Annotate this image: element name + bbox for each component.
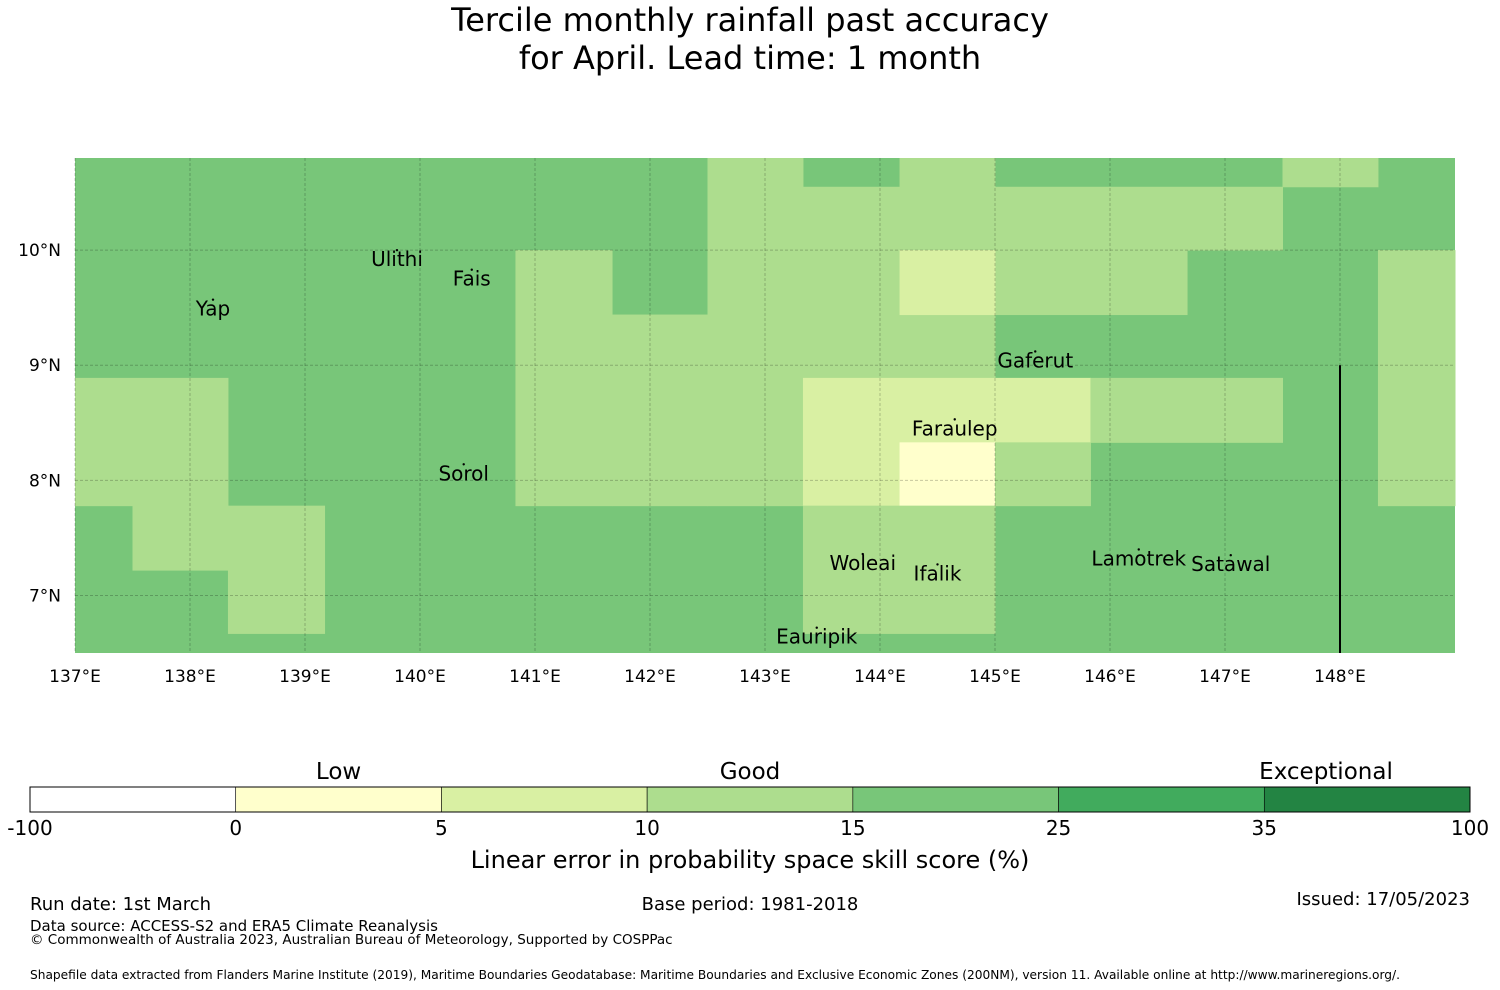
colorbar-tick-label: 0	[229, 816, 243, 840]
skill-cell	[612, 314, 708, 507]
island-marker	[1137, 548, 1140, 551]
skill-cell	[802, 186, 901, 251]
skill-cell	[995, 186, 1283, 251]
lon-tick-label: 137°E	[49, 667, 101, 687]
skill-cell	[227, 505, 326, 634]
lat-tick-label: 8°N	[29, 471, 61, 491]
island-marker	[936, 563, 939, 566]
lon-tick-label: 138°E	[164, 667, 216, 687]
island-label: Ulithi	[371, 247, 423, 271]
colorbar-band	[852, 786, 1059, 813]
skill-cell	[1377, 250, 1456, 507]
colorbar-band	[441, 786, 648, 813]
island-label: Fais	[453, 267, 491, 291]
island-label: Ifalik	[914, 561, 962, 585]
skill-cell	[1090, 377, 1283, 443]
skill-cell	[802, 442, 901, 507]
island-marker	[462, 463, 465, 466]
base-period: Base period: 1981-2018	[641, 894, 859, 915]
island-labels: Ulithi Fais Yap Gaferut Faraulep Sorol Woleai I…	[195, 247, 1271, 649]
colorbar-tick-label: 10	[634, 816, 660, 840]
colorbar	[29, 786, 1471, 813]
chart-title-line-1: Tercile monthly rainfall past accuracy	[451, 1, 1049, 39]
island-label: Yap	[195, 297, 230, 321]
skill-cell	[995, 250, 1188, 316]
skill-cell	[515, 250, 613, 507]
island-label: Lamotrek	[1091, 546, 1186, 570]
island-label: Eauripik	[776, 625, 858, 649]
skill-cell	[802, 377, 1091, 443]
lon-tick-label: 141°E	[509, 667, 561, 687]
colorbar-tick-label: -100	[7, 816, 53, 840]
island-marker	[861, 552, 864, 556]
colorbar-band	[1058, 786, 1265, 813]
map-area	[75, 158, 1456, 653]
colorbar-tick-label: 5	[435, 816, 448, 840]
colorbar-tick-label: 100	[1450, 816, 1490, 840]
colorbar-tick-label: 35	[1251, 816, 1278, 840]
colorbar-tick-label: 15	[840, 816, 866, 840]
lon-tick-label: 147°E	[1199, 667, 1251, 687]
island-label: Sorol	[438, 461, 489, 485]
island-marker	[1229, 554, 1232, 557]
island-label: Gaferut	[997, 348, 1073, 372]
issued-date: Issued: 17/05/2023	[1296, 889, 1470, 910]
colorbar-tick-label: 25	[1045, 816, 1072, 840]
colorbar-band	[29, 786, 237, 813]
island-marker	[211, 298, 215, 301]
lon-tick-label: 142°E	[624, 667, 676, 687]
shapefile-credit: Shapefile data extracted from Flanders M…	[30, 968, 1401, 982]
data-source: Data source: ACCESS-S2 and ERA5 Climate …	[30, 917, 438, 935]
copyright-notice: © Commonwealth of Australia 2023, Austra…	[30, 932, 673, 948]
colorbar-category-label: Low	[315, 759, 362, 785]
skill-cell	[802, 505, 996, 634]
skill-cell	[899, 250, 996, 316]
skill-cell	[1282, 158, 1379, 188]
map-axes: 137°E 138°E 139°E 140°E 141°E 142°E 143°E 144°E…	[18, 158, 1455, 687]
skill-cell	[995, 442, 1091, 507]
colorbar-category-label: Good	[719, 759, 781, 785]
lon-tick-label: 144°E	[854, 667, 906, 687]
lon-tick-label: 143°E	[739, 667, 791, 687]
lon-tick-label: 146°E	[1084, 667, 1136, 687]
island-marker	[953, 418, 956, 421]
lon-tick-label: 145°E	[969, 667, 1021, 687]
colorbar-axis-label: Linear error in probability space skill …	[470, 846, 1030, 874]
lat-tick-label: 7°N	[29, 586, 61, 606]
colorbar-category-label: Exceptional	[1259, 759, 1393, 785]
colorbar-band	[646, 786, 854, 813]
skill-cell	[707, 158, 804, 251]
run-date: Run date: 1st March	[30, 894, 212, 915]
lat-tick-label: 9°N	[29, 356, 61, 376]
skill-cell	[899, 314, 996, 379]
skill-cell	[75, 377, 229, 507]
colorbar-band	[235, 786, 442, 813]
island-label: Woleai	[829, 551, 896, 575]
island-label: Faraulep	[912, 416, 998, 440]
skill-cell	[899, 442, 996, 507]
lon-tick-label: 148°E	[1314, 667, 1366, 687]
island-label: Satawal	[1191, 552, 1270, 576]
island-marker	[815, 626, 818, 629]
colorbar-band	[1263, 786, 1471, 813]
skill-cell	[899, 158, 996, 251]
island-marker	[395, 248, 399, 252]
colorbar-frame	[29, 786, 1471, 813]
chart-title-line-2: for April. Lead time: 1 month	[518, 39, 982, 77]
skill-cell	[132, 505, 229, 571]
lat-tick-label: 10°N	[18, 241, 61, 261]
lon-tick-label: 139°E	[279, 667, 331, 687]
island-marker	[1034, 350, 1037, 353]
lon-tick-label: 140°E	[394, 667, 446, 687]
island-marker	[470, 268, 473, 271]
